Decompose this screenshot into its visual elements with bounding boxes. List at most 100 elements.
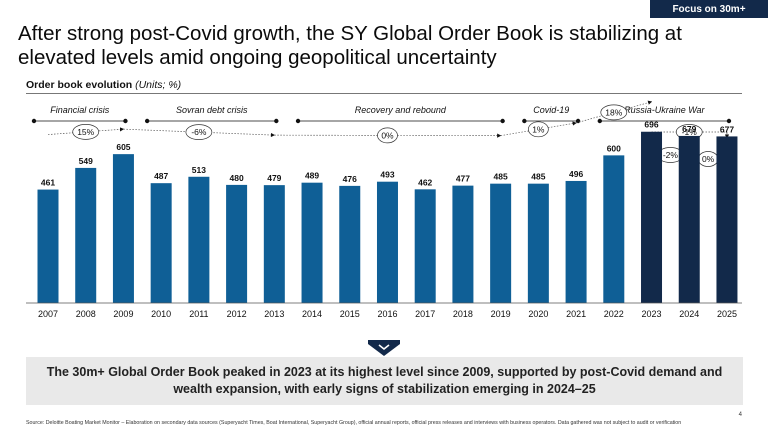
bar-2014 <box>301 182 323 303</box>
growth-label-4: 18% <box>605 107 622 117</box>
period-end-dot-2 <box>500 118 505 124</box>
bar-2007 <box>37 189 59 303</box>
value-label-2007: 461 <box>41 178 55 188</box>
x-tick-label-2023: 2023 <box>642 309 662 319</box>
growth-bubble-0 <box>72 124 100 140</box>
growth-trend-0 <box>47 127 125 135</box>
growth-label-1: -6% <box>191 127 207 137</box>
x-tick-label-2012: 2012 <box>227 309 247 319</box>
growth-trend-3 <box>500 121 577 137</box>
period-label-2: Recovery and rebound <box>355 105 447 115</box>
page-title: After strong post-Covid growth, the SY G… <box>18 22 682 69</box>
bar-2023 <box>641 131 663 303</box>
bar-2021 <box>565 180 587 303</box>
x-axis-labels: 2007 2008 2009 2010 2011 2012 2013 2014 2015 2016… <box>38 309 737 319</box>
x-tick-label-2024: 2024 <box>679 309 699 319</box>
value-label-2018: 477 <box>456 174 470 184</box>
x-tick-label-2011: 2011 <box>189 309 208 319</box>
value-label-2008: 549 <box>79 156 93 166</box>
value-label-2014: 489 <box>305 171 319 181</box>
value-label-2013: 479 <box>267 173 281 183</box>
growth-annotations: 15% -6% 0% 1% 18% -1% -2% 0% <box>47 100 730 167</box>
focus-badge: Focus on 30m+ <box>650 0 768 18</box>
x-tick-label-2014: 2014 <box>302 309 322 319</box>
x-tick-label-2009: 2009 <box>113 309 133 319</box>
bar-2016 <box>376 181 398 303</box>
bar-2020 <box>527 183 549 303</box>
x-tick-label-2008: 2008 <box>76 309 96 319</box>
summary-box: The 30m+ Global Order Book peaked in 202… <box>26 357 743 405</box>
growth-label-7: 0% <box>702 154 715 164</box>
growth-label-2: 0% <box>381 130 394 140</box>
x-tick-label-2015: 2015 <box>340 309 360 319</box>
bar-2025 <box>716 136 738 303</box>
x-tick-label-2010: 2010 <box>151 309 171 319</box>
bar-series: 461 549 605 487 513 480 479 489 476 493 462 477 485 4… <box>37 120 738 303</box>
chevron-down-icon <box>368 340 400 356</box>
value-label-2009: 605 <box>116 142 130 152</box>
growth-label-3: 1% <box>532 124 545 134</box>
growth-label-5: -1% <box>682 127 698 137</box>
value-label-2021: 496 <box>569 169 583 179</box>
x-tick-label-2020: 2020 <box>528 309 548 319</box>
order-book-chart: Financial crisis Sovran debt crisis Recove… <box>26 100 742 319</box>
value-label-2022: 600 <box>607 143 621 153</box>
value-label-2012: 480 <box>230 173 244 183</box>
bar-2011 <box>188 176 210 303</box>
bar-2019 <box>490 183 512 303</box>
period-start-dot-0 <box>31 118 37 124</box>
value-label-2011: 513 <box>192 165 206 175</box>
period-timeline: Financial crisis Sovran debt crisis Recove… <box>31 105 732 124</box>
value-label-2019: 485 <box>494 172 508 182</box>
growth-bubble-1 <box>185 124 213 140</box>
x-tick-label-2017: 2017 <box>415 309 435 319</box>
value-label-2025: 677 <box>720 124 734 134</box>
period-start-dot-3 <box>522 118 527 124</box>
x-tick-label-2019: 2019 <box>491 309 511 319</box>
period-label-3: Covid-19 <box>533 105 569 115</box>
growth-bubble-3 <box>528 121 549 138</box>
x-tick-label-2007: 2007 <box>38 309 58 319</box>
bar-2017 <box>414 189 436 303</box>
value-label-2016: 493 <box>380 170 394 180</box>
growth-label-6: -2% <box>663 150 679 160</box>
growth-label-0: 15% <box>77 127 94 137</box>
value-label-2010: 487 <box>154 171 168 181</box>
bar-2022 <box>603 155 625 303</box>
bar-2013 <box>263 185 285 303</box>
value-label-2017: 462 <box>418 177 432 187</box>
page-number: 4 <box>738 412 742 418</box>
x-tick-label-2022: 2022 <box>604 309 624 319</box>
bar-2024 <box>678 135 700 303</box>
period-start-dot-4 <box>597 118 602 124</box>
period-start-dot-1 <box>144 118 150 124</box>
value-label-2015: 476 <box>343 174 357 184</box>
x-tick-label-2018: 2018 <box>453 309 473 319</box>
chart-subtitle-main: Order book evolution <box>26 79 136 91</box>
growth-bubble-2 <box>377 127 398 144</box>
x-tick-label-2021: 2021 <box>566 309 586 319</box>
bar-2012 <box>226 184 248 303</box>
period-label-0: Financial crisis <box>50 105 110 115</box>
value-label-2024: 679 <box>682 124 696 134</box>
growth-bubble-4 <box>600 104 628 121</box>
bar-2009 <box>112 154 134 303</box>
period-label-4: Russia-Ukraine War <box>624 105 705 115</box>
x-tick-label-2013: 2013 <box>264 309 284 319</box>
x-tick-label-2025: 2025 <box>717 309 737 319</box>
period-end-dot-1 <box>274 118 279 124</box>
period-label-1: Sovran debt crisis <box>176 105 248 115</box>
bar-2008 <box>75 167 97 303</box>
source-note: Source: Deloitte Boating Market Monitor … <box>26 420 682 426</box>
bar-2018 <box>452 185 474 303</box>
period-end-dot-4 <box>726 118 732 124</box>
bar-2015 <box>339 185 361 303</box>
chart-subtitle: Order book evolution (Units; %) <box>26 79 181 91</box>
bar-2010 <box>150 183 172 303</box>
value-label-2023: 696 <box>644 120 658 130</box>
value-label-2020: 485 <box>531 172 545 182</box>
chart-subtitle-unit: (Units; %) <box>135 79 182 91</box>
period-start-dot-2 <box>295 118 301 124</box>
summary-text: The 30m+ Global Order Book peaked in 202… <box>46 365 723 396</box>
x-tick-label-2016: 2016 <box>377 309 397 319</box>
